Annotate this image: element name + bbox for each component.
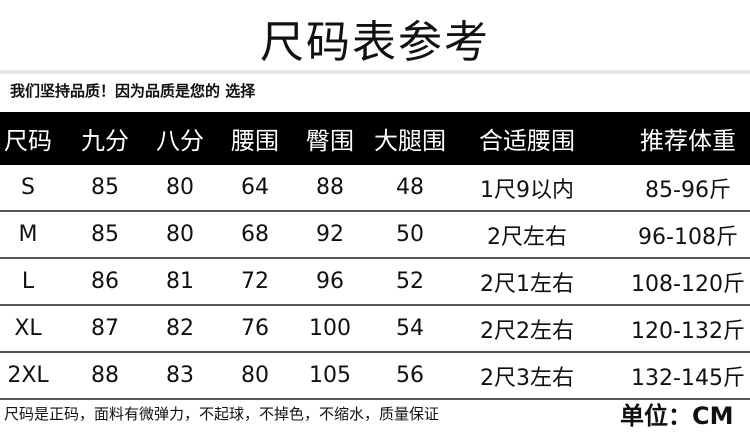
table-cell: M: [18, 222, 38, 247]
table-header: 尺码 九分 八分 腰围 臀围 大腿围 合适腰围 推荐体重: [0, 112, 750, 165]
table-row: 2XL 88 83 80 105 56 2尺3左右 132-145斤: [0, 353, 750, 400]
table-cell: 87: [91, 316, 119, 341]
table-cell: 83: [166, 363, 194, 388]
table-cell: 80: [166, 175, 194, 200]
table-cell: XL: [14, 316, 42, 341]
table-cell: 85-96斤: [645, 177, 731, 203]
table-cell: 85: [91, 222, 119, 247]
table-cell: 2尺3左右: [480, 365, 574, 391]
table-cell: L: [21, 269, 35, 294]
table-cell: 72: [241, 269, 269, 294]
table-row: M 85 80 68 92 50 2尺左右 96-108斤: [0, 212, 750, 259]
table-cell: 82: [166, 316, 194, 341]
table-cell: 76: [241, 316, 269, 341]
table-cell: 108-120斤: [631, 271, 745, 297]
table-cell: 80: [241, 363, 269, 388]
table-cell: 86: [91, 269, 119, 294]
table-cell: 1尺9以内: [480, 177, 574, 203]
table-cell: 92: [316, 222, 344, 247]
page-title: 尺码表参考: [260, 17, 490, 68]
column-header: 八分: [156, 127, 204, 155]
table-cell: 81: [166, 269, 194, 294]
divider: [0, 70, 750, 74]
table-cell: 105: [309, 363, 351, 388]
table-cell: 120-132斤: [631, 318, 745, 344]
slogan: 我们坚持品质！因为品质是您的 选择: [10, 82, 256, 100]
table-cell: 54: [396, 316, 424, 341]
column-header: 推荐体重: [640, 127, 736, 155]
column-header: 合适腰围: [479, 127, 575, 155]
column-header: 尺码: [4, 127, 52, 155]
table-cell: 50: [396, 222, 424, 247]
column-header: 大腿围: [374, 127, 446, 155]
table-cell: 68: [241, 222, 269, 247]
column-header: 九分: [81, 127, 129, 155]
table-cell: 132-145斤: [631, 365, 745, 391]
table-cell: 2尺左右: [487, 224, 567, 250]
table-cell: 96-108斤: [638, 224, 738, 250]
table-row: S 85 80 64 88 48 1尺9以内 85-96斤: [0, 165, 750, 212]
table-cell: 96: [316, 269, 344, 294]
table-cell: 2尺1左右: [480, 271, 574, 297]
table-cell: S: [21, 175, 35, 200]
unit-label: 单位：CM: [620, 402, 734, 430]
table-cell: 88: [91, 363, 119, 388]
table-cell: 56: [396, 363, 424, 388]
table-cell: 2尺2左右: [480, 318, 574, 344]
table-row: XL 87 82 76 100 54 2尺2左右 120-132斤: [0, 306, 750, 353]
table-cell: 64: [241, 175, 269, 200]
table-cell: 2XL: [7, 363, 49, 388]
table-cell: 85: [91, 175, 119, 200]
column-header: 臀围: [306, 127, 354, 155]
table-cell: 52: [396, 269, 424, 294]
table-row: L 86 81 72 96 52 2尺1左右 108-120斤: [0, 259, 750, 306]
table-cell: 80: [166, 222, 194, 247]
column-header: 腰围: [231, 127, 279, 155]
table-cell: 88: [316, 175, 344, 200]
footer-note: 尺码是正码，面料有微弹力，不起球，不掉色，不缩水，质量保证: [4, 405, 440, 423]
table-cell: 100: [309, 316, 351, 341]
table-cell: 48: [396, 175, 424, 200]
